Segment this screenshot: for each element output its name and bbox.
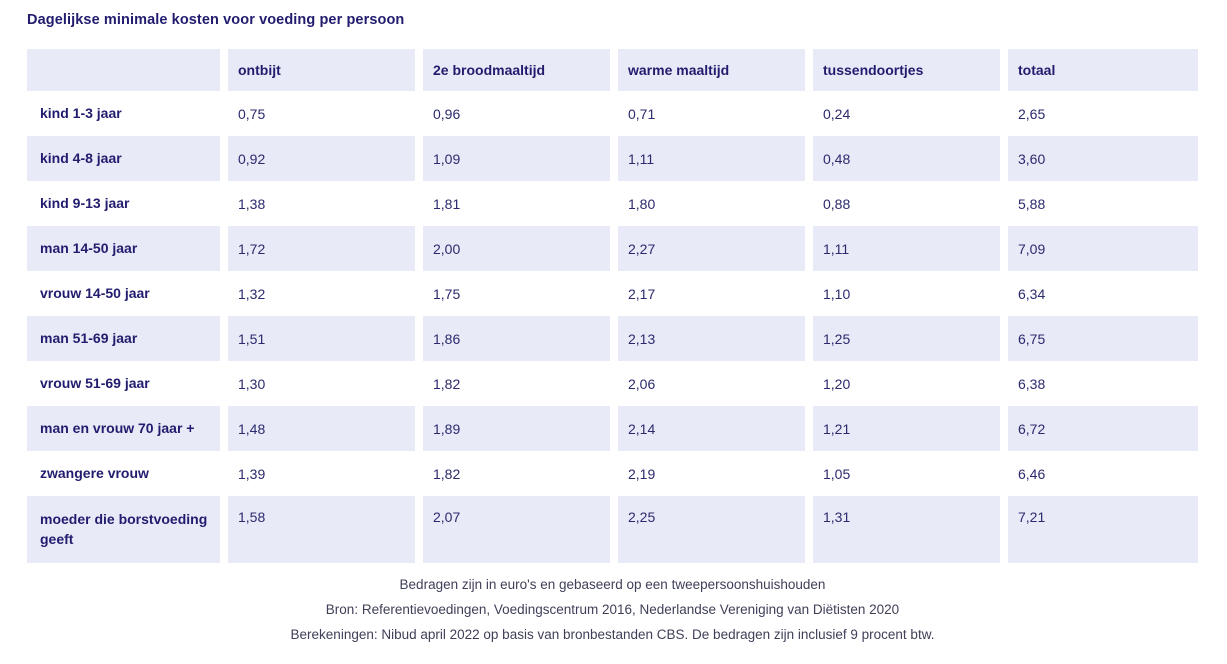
value-cell: 2,07 xyxy=(423,496,610,563)
table-row: man en vrouw 70 jaar + 1,48 1,89 2,14 1,… xyxy=(27,406,1198,451)
value-cell: 1,89 xyxy=(423,406,610,451)
row-label: vrouw 51-69 jaar xyxy=(40,375,150,392)
header-cell-totaal: totaal xyxy=(1008,49,1198,91)
footnote-units: Bedragen zijn in euro's en gebaseerd op … xyxy=(399,577,826,592)
value-cell: 3,60 xyxy=(1008,136,1198,181)
value-cell: 2,27 xyxy=(618,226,805,271)
value-cell: 1,75 xyxy=(433,285,461,302)
value-cell: 0,24 xyxy=(823,105,851,122)
page-title: Dagelijkse minimale kosten voor voeding … xyxy=(27,12,405,28)
value-cell: 5,88 xyxy=(1018,195,1046,212)
row-label: vrouw 14-50 jaar xyxy=(40,285,150,302)
table-row: man 51-69 jaar 1,51 1,86 2,13 1,25 6,75 xyxy=(27,316,1198,361)
value-cell: 1,80 xyxy=(628,195,656,212)
value-cell: 1,11 xyxy=(813,226,1000,271)
table-row: vrouw 51-69 jaar 1,30 1,82 2,06 1,20 6,3… xyxy=(27,361,1198,406)
row-label: kind 4-8 jaar xyxy=(27,136,220,181)
footnote-source: Bron: Referentievoedingen, Voedingscentr… xyxy=(325,602,900,617)
value-cell: 1,82 xyxy=(433,465,461,482)
value-cell: 1,09 xyxy=(423,136,610,181)
row-label: man 51-69 jaar xyxy=(27,316,220,361)
cost-table: ontbijt 2e broodmaaltijd warme maaltijd … xyxy=(27,49,1198,563)
header-cell-tussendoortjes: tussendoortjes xyxy=(813,49,1000,91)
value-cell: 1,39 xyxy=(238,465,266,482)
row-label: man en vrouw 70 jaar + xyxy=(27,406,220,451)
row-label: moeder die borstvoeding geeft xyxy=(27,496,220,563)
table-header-row: ontbijt 2e broodmaaltijd warme maaltijd … xyxy=(27,49,1198,91)
value-cell: 0,92 xyxy=(228,136,415,181)
table-row: man 14-50 jaar 1,72 2,00 2,27 1,11 7,09 xyxy=(27,226,1198,271)
value-cell: 1,81 xyxy=(433,195,461,212)
page: Dagelijkse minimale kosten voor voeding … xyxy=(0,12,1227,664)
value-cell: 2,25 xyxy=(618,496,805,563)
value-cell: 2,14 xyxy=(618,406,805,451)
header-cell-2e-broodmaaltijd: 2e broodmaaltijd xyxy=(423,49,610,91)
value-cell: 2,06 xyxy=(628,375,656,392)
value-cell: 0,88 xyxy=(823,195,851,212)
value-cell: 2,17 xyxy=(628,285,656,302)
row-label: kind 9-13 jaar xyxy=(40,195,130,212)
table-row: vrouw 14-50 jaar 1,32 1,75 2,17 1,10 6,3… xyxy=(27,271,1198,316)
value-cell: 1,86 xyxy=(423,316,610,361)
value-cell: 1,10 xyxy=(823,285,851,302)
value-cell: 0,48 xyxy=(813,136,1000,181)
value-cell: 1,25 xyxy=(813,316,1000,361)
row-label: zwangere vrouw xyxy=(40,465,149,482)
header-cell-warme-maaltijd: warme maaltijd xyxy=(618,49,805,91)
footnotes: Bedragen zijn in euro's en gebaseerd op … xyxy=(27,572,1198,647)
value-cell: 0,75 xyxy=(238,105,266,122)
value-cell: 7,09 xyxy=(1008,226,1198,271)
value-cell: 1,05 xyxy=(823,465,851,482)
row-label: man 14-50 jaar xyxy=(27,226,220,271)
value-cell: 1,82 xyxy=(433,375,461,392)
value-cell: 0,71 xyxy=(628,105,656,122)
table-row: kind 9-13 jaar 1,38 1,81 1,80 0,88 5,88 xyxy=(27,181,1198,226)
row-label: kind 1-3 jaar xyxy=(40,105,122,122)
value-cell: 1,48 xyxy=(228,406,415,451)
value-cell: 1,31 xyxy=(813,496,1000,563)
footnote-calculations: Berekeningen: Nibud april 2022 op basis … xyxy=(290,627,935,642)
value-cell: 1,21 xyxy=(813,406,1000,451)
value-cell: 7,21 xyxy=(1008,496,1198,563)
header-cell-blank xyxy=(27,49,220,91)
value-cell: 1,38 xyxy=(238,195,266,212)
value-cell: 2,65 xyxy=(1018,105,1046,122)
value-cell: 6,46 xyxy=(1018,465,1046,482)
table-row: moeder die borstvoeding geeft 1,58 2,07 … xyxy=(27,496,1198,563)
value-cell: 1,30 xyxy=(238,375,266,392)
value-cell: 1,32 xyxy=(238,285,266,302)
table-row: kind 4-8 jaar 0,92 1,09 1,11 0,48 3,60 xyxy=(27,136,1198,181)
value-cell: 1,72 xyxy=(228,226,415,271)
table-row: zwangere vrouw 1,39 1,82 2,19 1,05 6,46 xyxy=(27,451,1198,496)
value-cell: 1,51 xyxy=(228,316,415,361)
value-cell: 1,20 xyxy=(823,375,851,392)
value-cell: 6,72 xyxy=(1008,406,1198,451)
value-cell: 6,75 xyxy=(1008,316,1198,361)
value-cell: 1,58 xyxy=(228,496,415,563)
value-cell: 0,96 xyxy=(433,105,461,122)
value-cell: 2,19 xyxy=(628,465,656,482)
value-cell: 2,13 xyxy=(618,316,805,361)
value-cell: 6,38 xyxy=(1018,375,1046,392)
value-cell: 1,11 xyxy=(618,136,805,181)
value-cell: 2,00 xyxy=(423,226,610,271)
table-row: kind 1-3 jaar 0,75 0,96 0,71 0,24 2,65 xyxy=(27,91,1198,136)
value-cell: 6,34 xyxy=(1018,285,1046,302)
header-cell-ontbijt: ontbijt xyxy=(228,49,415,91)
